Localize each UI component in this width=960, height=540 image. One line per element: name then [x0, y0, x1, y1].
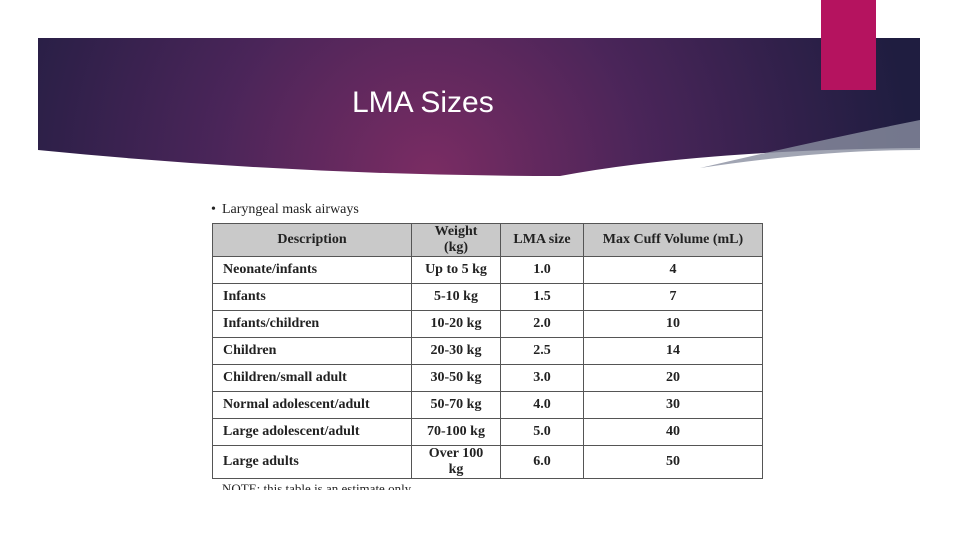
table-cell: 2.5 [500, 337, 584, 365]
table-cell: 6.0 [500, 445, 584, 479]
accent [821, 0, 876, 90]
table-cell: 4 [583, 256, 763, 284]
table-cell: Over 100 kg [411, 445, 501, 479]
caption: Laryngeal mask airways [222, 202, 359, 217]
table-cell: 4.0 [500, 391, 584, 419]
table-cell: Children [212, 337, 412, 365]
table-cell: 10 [583, 310, 763, 338]
table-row: Infants 5-10 kg 1.5 7 [212, 283, 763, 311]
table-cell: 50-70 kg [411, 391, 501, 419]
table-cell: 5-10 kg [411, 283, 501, 311]
table-cell: 1.5 [500, 283, 584, 311]
table-body: Neonate/infants Up to 5 kg 1.0 4 Infants 5-10… [212, 256, 763, 479]
table-cell: 20 [583, 364, 763, 392]
note: NOTE: this table is an estimate only [222, 481, 412, 490]
table-row: Children/small adult 30-50 kg 3.0 20 [212, 364, 763, 392]
table-cell: 5.0 [500, 418, 584, 446]
swoosh [700, 120, 920, 168]
column-header: Description [212, 223, 412, 257]
table-row: Large adolescent/adult 70-100 kg 5.0 40 [212, 418, 763, 446]
table-cell: 70-100 kg [411, 418, 501, 446]
column-header: Weight (kg) [411, 223, 501, 257]
table-cell: 3.0 [500, 364, 584, 392]
table-cell: 20-30 kg [411, 337, 501, 365]
column-header: Max Cuff Volume (mL) [583, 223, 763, 257]
table-cell: 10-20 kg [411, 310, 501, 338]
table-cell: 30-50 kg [411, 364, 501, 392]
table-cell: 50 [583, 445, 763, 479]
header-row: Description Weight (kg) LMA size Max Cuff V… [212, 223, 763, 257]
table-cell: Large adolescent/adult [212, 418, 412, 446]
banner [38, 38, 920, 176]
table-row: Neonate/infants Up to 5 kg 1.0 4 [212, 256, 763, 284]
table-cell: 1.0 [500, 256, 584, 284]
table-cell: Normal adolescent/adult [212, 391, 412, 419]
title: LMA Sizes [352, 86, 494, 119]
banner-shape [38, 38, 920, 176]
table-cell: 7 [583, 283, 763, 311]
table-cell: 40 [583, 418, 763, 446]
table-cell: 14 [583, 337, 763, 365]
table-row: Infants/children 10-20 kg 2.0 10 [212, 310, 763, 338]
column-header: LMA size [500, 223, 584, 257]
table-cell: Large adults [212, 445, 412, 479]
table-cell: Children/small adult [212, 364, 412, 392]
table-cell: Infants [212, 283, 412, 311]
table: Description Weight (kg) LMA size Max Cuff V… [212, 223, 763, 479]
table-cell: Up to 5 kg [411, 256, 501, 284]
table-cell: Neonate/infants [212, 256, 412, 284]
table-row: Children 20-30 kg 2.5 14 [212, 337, 763, 365]
table-row: Normal adolescent/adult 50-70 kg 4.0 30 [212, 391, 763, 419]
table-row: Large adults Over 100 kg 6.0 50 [212, 445, 763, 479]
table-image: • Laryngeal mask airways Description Weig… [208, 198, 770, 490]
bullet-mark: • [211, 202, 216, 217]
table-cell: 2.0 [500, 310, 584, 338]
table-cell: 30 [583, 391, 763, 419]
table-cell: Infants/children [212, 310, 412, 338]
